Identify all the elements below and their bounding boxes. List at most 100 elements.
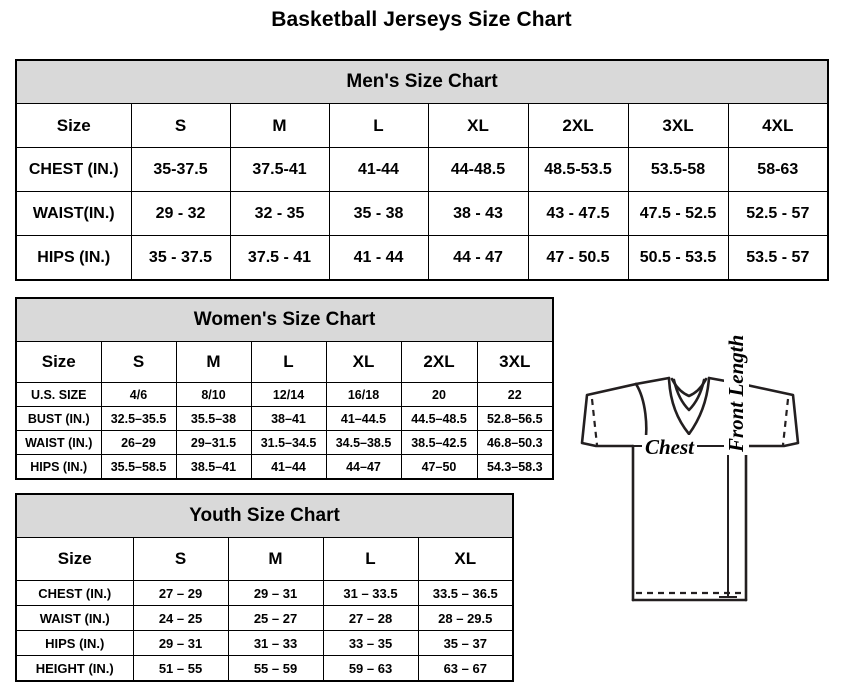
mens-chest-xl: 44-48.5 xyxy=(427,147,529,192)
womens-hips-l: 41–44 xyxy=(250,454,327,480)
womens-waist-3xl: 46.8–50.3 xyxy=(476,430,554,455)
mens-col-header-2xl: 2XL xyxy=(527,103,629,148)
womens-header-row: Size S M L XL 2XL 3XL xyxy=(15,341,554,383)
womens-bust-xl: 41–44.5 xyxy=(325,406,402,431)
mens-waist-2xl: 43 - 47.5 xyxy=(527,191,629,236)
womens-ussize-l: 12/14 xyxy=(250,382,327,407)
table-row: WAIST(IN.) 29 - 32 32 - 35 35 - 38 38 - … xyxy=(15,191,829,236)
youth-hips-xl: 35 – 37 xyxy=(417,630,514,656)
youth-row-label-chest: CHEST (IN.) xyxy=(15,580,134,606)
mens-col-header-3xl: 3XL xyxy=(627,103,729,148)
mens-waist-4xl: 52.5 - 57 xyxy=(727,191,829,236)
youth-height-s: 51 – 55 xyxy=(132,655,229,682)
womens-ussize-2xl: 20 xyxy=(400,382,478,407)
youth-hips-l: 33 – 35 xyxy=(322,630,419,656)
youth-chest-l: 31 – 33.5 xyxy=(322,580,419,606)
mens-row-label-hips: HIPS (IN.) xyxy=(15,235,132,281)
youth-waist-l: 27 – 28 xyxy=(322,605,419,631)
table-row: HIPS (IN.) 35 - 37.5 37.5 - 41 41 - 44 4… xyxy=(15,235,829,281)
womens-hips-xl: 44–47 xyxy=(325,454,402,480)
youth-waist-s: 24 – 25 xyxy=(132,605,229,631)
womens-caption-row: Women's Size Chart xyxy=(15,297,554,342)
mens-chest-2xl: 48.5-53.5 xyxy=(527,147,629,192)
womens-row-label-bust: BUST (IN.) xyxy=(15,406,102,431)
womens-col-header-size: Size xyxy=(15,341,102,383)
mens-caption-row: Men's Size Chart xyxy=(15,59,829,104)
mens-chest-3xl: 53.5-58 xyxy=(627,147,729,192)
youth-height-m: 55 – 59 xyxy=(227,655,324,682)
mens-hips-4xl: 53.5 - 57 xyxy=(727,235,829,281)
womens-caption: Women's Size Chart xyxy=(15,297,554,342)
womens-ussize-xl: 16/18 xyxy=(325,382,402,407)
table-row: WAIST (IN.) 24 – 25 25 – 27 27 – 28 28 –… xyxy=(15,605,514,631)
womens-row-label-hips: HIPS (IN.) xyxy=(15,454,102,480)
mens-waist-3xl: 47.5 - 52.5 xyxy=(627,191,729,236)
womens-col-header-l: L xyxy=(250,341,327,383)
mens-col-header-s: S xyxy=(130,103,231,148)
mens-caption: Men's Size Chart xyxy=(15,59,829,104)
youth-row-label-hips: HIPS (IN.) xyxy=(15,630,134,656)
womens-col-header-2xl: 2XL xyxy=(400,341,478,383)
womens-ussize-3xl: 22 xyxy=(476,382,554,407)
youth-hips-s: 29 – 31 xyxy=(132,630,229,656)
mens-header-row: Size S M L XL 2XL 3XL 4XL xyxy=(15,103,829,148)
jersey-measurement-diagram: Chest Front Length xyxy=(556,331,841,655)
mens-hips-m: 37.5 - 41 xyxy=(229,235,330,281)
youth-col-header-s: S xyxy=(132,537,229,581)
mens-waist-l: 35 - 38 xyxy=(328,191,429,236)
table-row: CHEST (IN.) 35-37.5 37.5-41 41-44 44-48.… xyxy=(15,147,829,192)
table-row: HIPS (IN.) 29 – 31 31 – 33 33 – 35 35 – … xyxy=(15,630,514,656)
mens-waist-s: 29 - 32 xyxy=(130,191,231,236)
mens-hips-l: 41 - 44 xyxy=(328,235,429,281)
mens-hips-2xl: 47 - 50.5 xyxy=(527,235,629,281)
womens-waist-xl: 34.5–38.5 xyxy=(325,430,402,455)
youth-col-header-l: L xyxy=(322,537,419,581)
womens-bust-l: 38–41 xyxy=(250,406,327,431)
youth-col-header-xl: XL xyxy=(417,537,514,581)
womens-waist-m: 29–31.5 xyxy=(175,430,252,455)
mens-waist-m: 32 - 35 xyxy=(229,191,330,236)
womens-bust-3xl: 52.8–56.5 xyxy=(476,406,554,431)
mens-hips-xl: 44 - 47 xyxy=(427,235,529,281)
youth-height-l: 59 – 63 xyxy=(322,655,419,682)
womens-col-header-m: M xyxy=(175,341,252,383)
womens-hips-3xl: 54.3–58.3 xyxy=(476,454,554,480)
youth-col-header-size: Size xyxy=(15,537,134,581)
youth-chest-s: 27 – 29 xyxy=(132,580,229,606)
womens-row-label-waist: WAIST (IN.) xyxy=(15,430,102,455)
mens-hips-3xl: 50.5 - 53.5 xyxy=(627,235,729,281)
mens-size-chart-table: Men's Size Chart Size S M L XL 2XL 3XL 4… xyxy=(15,59,830,281)
womens-ussize-m: 8/10 xyxy=(175,382,252,407)
mens-chest-s: 35-37.5 xyxy=(130,147,231,192)
mens-row-label-chest: CHEST (IN.) xyxy=(15,147,132,192)
table-row: WAIST (IN.) 26–29 29–31.5 31.5–34.5 34.5… xyxy=(15,430,554,455)
youth-row-label-waist: WAIST (IN.) xyxy=(15,605,134,631)
jersey-outline-icon xyxy=(580,376,800,602)
youth-size-chart-table: Youth Size Chart Size S M L XL CHEST (IN… xyxy=(15,493,515,682)
youth-caption: Youth Size Chart xyxy=(15,493,514,538)
youth-caption-row: Youth Size Chart xyxy=(15,493,514,538)
womens-row-label-us-size: U.S. SIZE xyxy=(15,382,102,407)
mens-col-header-xl: XL xyxy=(427,103,529,148)
mens-chest-l: 41-44 xyxy=(328,147,429,192)
youth-chest-xl: 33.5 – 36.5 xyxy=(417,580,514,606)
womens-waist-2xl: 38.5–42.5 xyxy=(400,430,478,455)
table-row: U.S. SIZE 4/6 8/10 12/14 16/18 20 22 xyxy=(15,382,554,407)
youth-col-header-m: M xyxy=(227,537,324,581)
table-row: HEIGHT (IN.) 51 – 55 55 – 59 59 – 63 63 … xyxy=(15,655,514,682)
table-row: HIPS (IN.) 35.5–58.5 38.5–41 41–44 44–47… xyxy=(15,454,554,480)
mens-chest-m: 37.5-41 xyxy=(229,147,330,192)
chest-measure-label: Chest xyxy=(642,435,698,460)
womens-hips-s: 35.5–58.5 xyxy=(100,454,177,480)
youth-hips-m: 31 – 33 xyxy=(227,630,324,656)
youth-chest-m: 29 – 31 xyxy=(227,580,324,606)
table-row: CHEST (IN.) 27 – 29 29 – 31 31 – 33.5 33… xyxy=(15,580,514,606)
womens-bust-2xl: 44.5–48.5 xyxy=(400,406,478,431)
womens-col-header-xl: XL xyxy=(325,341,402,383)
womens-size-chart-table: Women's Size Chart Size S M L XL 2XL 3XL… xyxy=(15,297,555,480)
youth-waist-m: 25 – 27 xyxy=(227,605,324,631)
womens-hips-2xl: 47–50 xyxy=(400,454,478,480)
mens-col-header-4xl: 4XL xyxy=(727,103,829,148)
youth-waist-xl: 28 – 29.5 xyxy=(417,605,514,631)
womens-col-header-3xl: 3XL xyxy=(476,341,554,383)
